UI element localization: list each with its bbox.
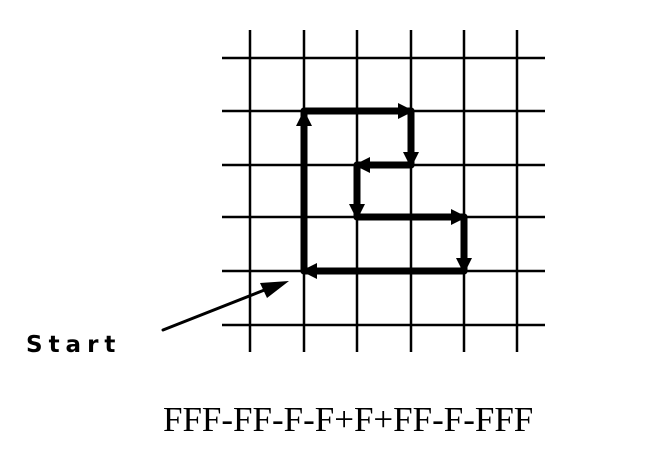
arrow-right-icon — [451, 209, 467, 225]
start-pointer-line — [161, 285, 274, 332]
start-label: Start — [26, 332, 122, 358]
arrow-left-icon — [354, 157, 370, 173]
start-pointer-arrowhead-icon — [260, 281, 289, 298]
arrow-down-icon — [456, 258, 472, 274]
arrow-up-icon — [296, 110, 312, 126]
arrow-left-icon — [301, 263, 317, 279]
turtle-path — [296, 103, 472, 279]
instruction-string: FFF-FF-F-F+F+FF-F-FFF — [163, 400, 534, 439]
start-pointer-arrow — [161, 281, 289, 332]
arrow-down-icon — [403, 152, 419, 168]
arrow-down-icon — [349, 204, 365, 220]
grid — [222, 30, 545, 352]
arrow-right-icon — [398, 103, 414, 119]
